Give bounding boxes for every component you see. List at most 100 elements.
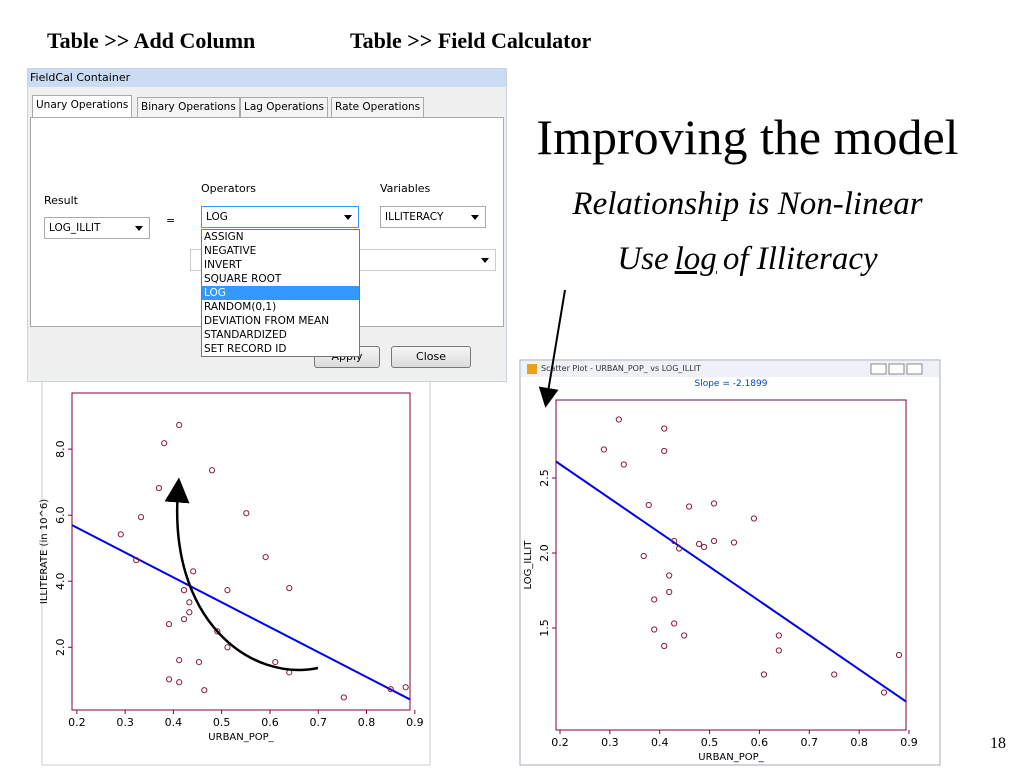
x-axis-label: URBAN_POP_ (208, 732, 274, 743)
point (208, 467, 216, 474)
point (117, 531, 124, 538)
point (676, 545, 683, 552)
x-axis-label: URBAN_POP_ (698, 752, 764, 763)
point (831, 671, 838, 678)
page-number: 18 (990, 735, 1006, 752)
dialog: FieldCal Container Unary Operations Bina… (27, 68, 507, 382)
point (671, 620, 678, 627)
header-left: Table >> Add Column (47, 28, 256, 53)
subtitle-line: Relationship is Non-linear (572, 186, 923, 222)
dropdown-list: ASSIGN NEGATIVE INVERT SQUARE ROOT LOG RANDOM… (201, 229, 360, 357)
label: Variables (380, 182, 431, 195)
label: Operators (201, 182, 256, 195)
header-right: Table >> Field Calculator (350, 28, 592, 53)
operator-select[interactable]: LOG (201, 206, 359, 228)
plot-area (71, 392, 411, 711)
subtitle-line: Use log of Illiteracy (470, 241, 1024, 278)
point (340, 694, 347, 701)
close-button[interactable]: Close (391, 346, 471, 368)
tab[interactable]: Unary Operations (32, 95, 133, 117)
point (710, 537, 718, 545)
result-select[interactable]: LOG_ILLIT (44, 217, 150, 239)
dropdown-option[interactable]: STANDARDIZED (204, 329, 287, 341)
point (645, 501, 652, 509)
x-tick-label: 0.6 (261, 716, 279, 729)
y-tick-label: 8.0 (54, 440, 67, 458)
point (661, 447, 668, 455)
chart-window (519, 359, 941, 766)
dropdown-option[interactable]: DEVIATION FROM MEAN (204, 315, 330, 327)
point (671, 537, 678, 545)
x-tick-label: 0.4 (651, 736, 669, 749)
point (666, 572, 673, 579)
point (760, 671, 768, 678)
x-tick-label: 0.5 (701, 736, 719, 749)
y-tick-label: 2.5 (538, 469, 551, 487)
point (402, 684, 409, 691)
x-tick-label: 0.2 (551, 736, 569, 749)
point (137, 514, 145, 521)
point (681, 632, 688, 639)
point (775, 632, 782, 639)
window-button[interactable] (870, 363, 887, 375)
dropdown-option[interactable]: NEGATIVE (204, 245, 257, 257)
window-button[interactable] (906, 363, 923, 375)
point (620, 461, 627, 468)
point (165, 676, 173, 683)
point (176, 679, 183, 686)
point (666, 588, 673, 596)
x-tick-label: 0.8 (358, 716, 376, 729)
variable-select[interactable]: ILLITERACY (380, 206, 486, 228)
chart-subtitle: Slope = -2.1899 (695, 379, 768, 389)
point (651, 596, 658, 603)
point (387, 686, 394, 693)
dropdown-option[interactable]: ASSIGN (204, 231, 244, 243)
dropdown-option[interactable]: SET RECORD ID (204, 343, 287, 355)
point (710, 500, 718, 507)
point (600, 446, 607, 453)
dropdown-option[interactable]: SQUARE ROOT (204, 273, 282, 285)
x-tick-label: 0.7 (801, 736, 819, 749)
y-tick-label: 2.0 (538, 544, 551, 562)
y-tick-label: 6.0 (54, 506, 67, 524)
plot-area (555, 399, 907, 731)
tab[interactable]: Lag Operations (240, 97, 329, 118)
point (615, 416, 622, 423)
point (686, 503, 693, 510)
emphasis: log (674, 241, 717, 277)
regression-line (555, 460, 907, 703)
dropdown-option[interactable]: RANDOM(0,1) (204, 301, 277, 313)
dropdown-option[interactable]: INVERT (204, 259, 242, 271)
point (895, 651, 903, 659)
x-tick-label: 0.8 (850, 736, 868, 749)
x-tick-label: 0.7 (310, 716, 328, 729)
point (133, 556, 140, 564)
y-axis-label: ILLITERATE (in 10^6) (39, 499, 50, 604)
window-button[interactable] (888, 363, 905, 375)
x-tick-label: 0.6 (751, 736, 769, 749)
window-title: Scatter Plot - URBAN_POP_ vs LOG_ILLIT (541, 364, 701, 373)
x-tick-label: 0.4 (165, 716, 183, 729)
x-tick-label: 0.9 (406, 716, 424, 729)
x-tick-label: 0.3 (601, 736, 619, 749)
equals: = (166, 214, 176, 227)
point (155, 485, 163, 492)
point (201, 687, 208, 694)
point (730, 539, 738, 546)
point (750, 515, 758, 522)
dialog-title: FieldCal Container (28, 69, 506, 87)
point (880, 689, 888, 696)
point (661, 425, 668, 432)
y-tick-label: 4.0 (54, 572, 67, 590)
tab[interactable]: Binary Operations (137, 97, 240, 118)
point (700, 543, 708, 551)
dropdown-option[interactable]: LOG (202, 286, 359, 300)
window-titlebar (521, 361, 939, 377)
point (695, 540, 703, 548)
tab[interactable]: Rate Operations (331, 97, 425, 118)
x-tick-label: 0.3 (116, 716, 134, 729)
point (165, 621, 173, 628)
point (161, 440, 168, 447)
y-tick-label: 2.0 (54, 639, 67, 657)
